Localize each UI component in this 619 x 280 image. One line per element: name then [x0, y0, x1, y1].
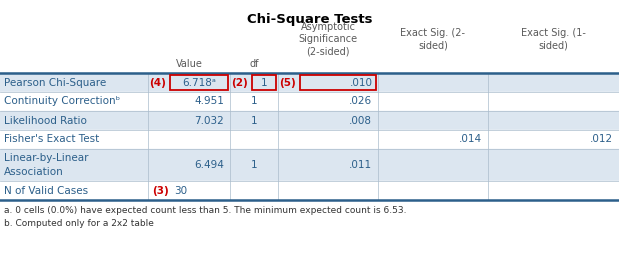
Text: b. Computed only for a 2x2 table: b. Computed only for a 2x2 table [4, 219, 154, 228]
Text: Association: Association [4, 167, 64, 177]
Text: 1: 1 [251, 97, 258, 106]
Text: 1: 1 [261, 78, 267, 87]
Text: Asymptotic
Significance
(2-sided): Asymptotic Significance (2-sided) [298, 22, 358, 57]
Text: (3): (3) [152, 186, 169, 195]
Text: (2): (2) [231, 78, 248, 87]
Text: Exact Sig. (1-
sided): Exact Sig. (1- sided) [521, 28, 586, 50]
Text: .026: .026 [349, 97, 372, 106]
Bar [0, 130, 619, 149]
Bar [0, 111, 619, 130]
Text: 6.718ᵃ: 6.718ᵃ [182, 78, 216, 87]
Text: .014: .014 [459, 134, 482, 144]
Text: (5): (5) [279, 78, 296, 87]
Bar [0, 149, 619, 181]
Text: (4): (4) [149, 78, 166, 87]
Text: 1: 1 [251, 160, 258, 170]
Text: .011: .011 [349, 160, 372, 170]
Text: 7.032: 7.032 [194, 115, 224, 125]
Text: Chi-Square Tests: Chi-Square Tests [247, 13, 372, 26]
Text: N of Valid Cases: N of Valid Cases [4, 186, 88, 195]
Text: Continuity Correctionᵇ: Continuity Correctionᵇ [4, 97, 120, 106]
Text: df: df [249, 59, 259, 69]
Text: Linear-by-Linear: Linear-by-Linear [4, 153, 89, 163]
Bar [0, 73, 619, 92]
Text: a. 0 cells (0.0%) have expected count less than 5. The minimum expected count is: a. 0 cells (0.0%) have expected count le… [4, 206, 407, 215]
Text: Value: Value [176, 59, 202, 69]
Text: Exact Sig. (2-
sided): Exact Sig. (2- sided) [400, 28, 465, 50]
Text: 30: 30 [174, 186, 187, 195]
Text: Pearson Chi-Square: Pearson Chi-Square [4, 78, 106, 87]
Bar [0, 18, 619, 73]
Bar [0, 181, 619, 200]
Text: .008: .008 [349, 115, 372, 125]
Text: 6.494: 6.494 [194, 160, 224, 170]
Text: .010: .010 [350, 78, 373, 87]
Text: 1: 1 [251, 115, 258, 125]
Text: Fisher's Exact Test: Fisher's Exact Test [4, 134, 99, 144]
Text: .012: .012 [590, 134, 613, 144]
Text: 4.951: 4.951 [194, 97, 224, 106]
Bar [0, 92, 619, 111]
Text: Likelihood Ratio: Likelihood Ratio [4, 115, 87, 125]
